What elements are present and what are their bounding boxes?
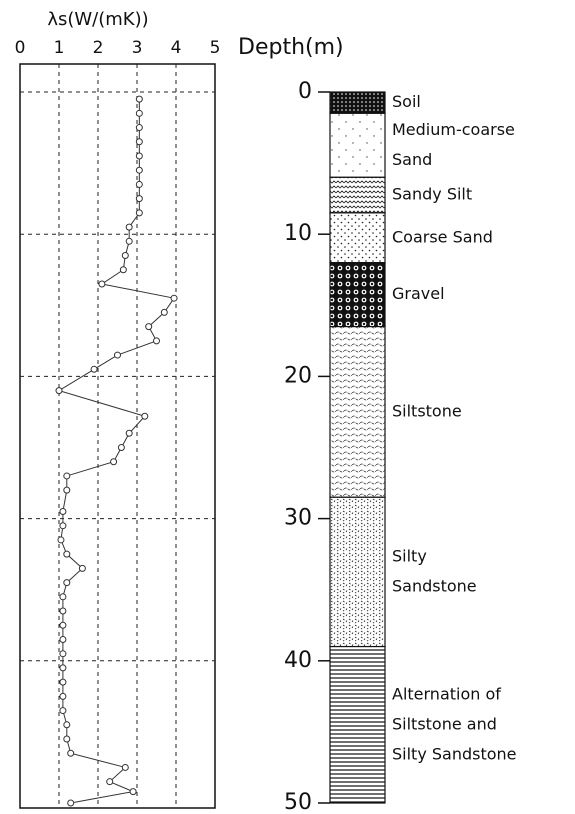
y-tick-label: 10 (284, 221, 312, 246)
data-point (107, 779, 113, 785)
y-tick-label: 50 (284, 790, 312, 814)
plot-frame (20, 64, 215, 808)
data-point (60, 608, 66, 614)
data-point (60, 508, 66, 514)
y-tick-label: 0 (298, 79, 312, 104)
layer-label: Siltstone and (392, 714, 497, 733)
data-point (136, 153, 142, 159)
data-point (136, 125, 142, 131)
x-tick-label: 2 (93, 38, 104, 58)
stratum (330, 263, 385, 327)
x-tick-label: 1 (54, 38, 65, 58)
data-point (146, 324, 152, 330)
y-tick-label: 20 (284, 363, 312, 388)
data-point (171, 295, 177, 301)
data-point (60, 594, 66, 600)
data-point (60, 636, 66, 642)
layer-label: Sandy Silt (392, 185, 472, 204)
depth-axis-title: Depth(m) (238, 35, 344, 60)
chart: λs(W/(mK)) Depth(m) 01234501020304050Soi… (0, 0, 575, 814)
layer-label: Sandstone (392, 576, 477, 595)
layer-label: Sand (392, 150, 432, 169)
data-point (136, 96, 142, 102)
data-point (99, 281, 105, 287)
layer-label: Medium-coarse (392, 120, 515, 139)
data-line (59, 99, 174, 803)
data-point (64, 551, 70, 557)
data-point (122, 253, 128, 259)
layer-label: Silty Sandstone (392, 744, 517, 763)
stratum (330, 177, 385, 213)
data-point (111, 459, 117, 465)
x-tick-label: 4 (171, 38, 182, 58)
data-point (91, 366, 97, 372)
data-point (64, 736, 70, 742)
x-tick-label: 0 (15, 38, 26, 58)
data-point (64, 722, 70, 728)
data-point (60, 523, 66, 529)
x-tick-label: 3 (132, 38, 143, 58)
data-point (142, 413, 148, 419)
x-axis-title: λs(W/(mK)) (47, 9, 148, 30)
data-point (56, 388, 62, 394)
data-point (130, 789, 136, 795)
data-point (64, 487, 70, 493)
stratum (330, 113, 385, 177)
data-point (136, 167, 142, 173)
data-point (126, 224, 132, 230)
data-point (154, 338, 160, 344)
data-point (68, 750, 74, 756)
stratum (330, 92, 385, 113)
data-point (64, 473, 70, 479)
stratum (330, 497, 385, 646)
data-point (79, 565, 85, 571)
data-point (120, 267, 126, 273)
data-point (136, 181, 142, 187)
data-point (60, 622, 66, 628)
x-tick-label: 5 (210, 38, 221, 58)
data-point (122, 764, 128, 770)
stratum (330, 647, 385, 803)
data-point (136, 139, 142, 145)
data-point (136, 196, 142, 202)
data-point (68, 800, 74, 806)
y-tick-label: 30 (284, 506, 312, 531)
data-point (60, 679, 66, 685)
data-point (115, 352, 121, 358)
layer-label: Silty (392, 546, 427, 565)
data-point (126, 238, 132, 244)
y-tick-label: 40 (284, 648, 312, 673)
data-point (136, 110, 142, 116)
data-point (60, 651, 66, 657)
data-point (118, 445, 124, 451)
layer-label: Gravel (392, 284, 445, 303)
data-point (64, 580, 70, 586)
stratum (330, 327, 385, 498)
layer-label: Soil (392, 92, 421, 111)
data-point (58, 537, 64, 543)
data-point (161, 309, 167, 315)
data-point (60, 708, 66, 714)
stratum (330, 213, 385, 263)
data-point (136, 210, 142, 216)
data-point (126, 430, 132, 436)
data-point (60, 693, 66, 699)
layer-label: Alternation of (392, 684, 501, 703)
layer-label: Coarse Sand (392, 227, 493, 246)
layer-label: Siltstone (392, 401, 462, 420)
data-point (60, 665, 66, 671)
